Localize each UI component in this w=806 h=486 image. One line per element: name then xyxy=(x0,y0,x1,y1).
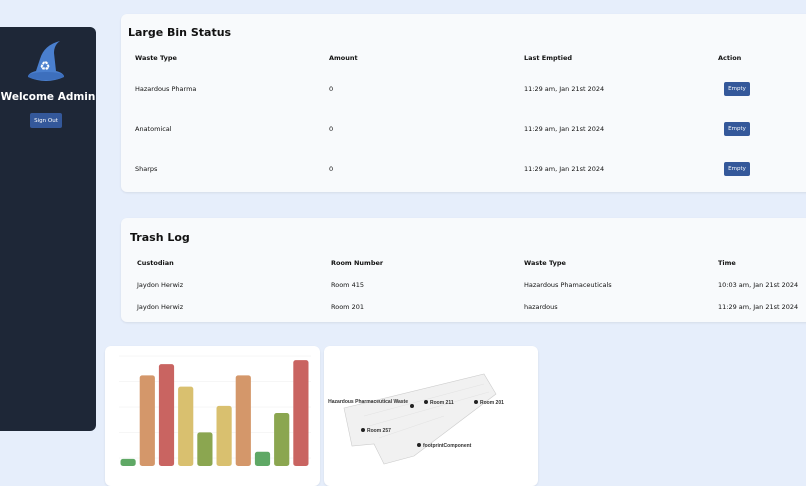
bar[interactable] xyxy=(139,375,155,466)
map-label: Room 211 xyxy=(430,400,454,406)
bar[interactable] xyxy=(178,386,194,466)
amount: 0 xyxy=(329,165,334,173)
custodian: Jaydon Herwiz xyxy=(137,303,184,311)
map-marker[interactable] xyxy=(424,400,428,404)
map-label: Hazardous Pharmaceutical Waste xyxy=(328,399,408,405)
floor-map-card: Hazardous Pharmaceutical Waste Room 211 … xyxy=(324,346,538,486)
card-title: Large Bin Status xyxy=(128,26,232,39)
bar[interactable] xyxy=(216,405,232,466)
map-label: Room 257 xyxy=(367,428,391,434)
column-header: Waste Type xyxy=(135,54,177,62)
waste-type: Hazardous Phamaceuticals xyxy=(524,281,612,289)
welcome-heading: Welcome Admin xyxy=(0,91,96,103)
waste-type: Hazardous Pharma xyxy=(135,85,197,93)
amount: 0 xyxy=(329,85,334,93)
bar[interactable] xyxy=(254,451,271,466)
column-header: Action xyxy=(718,54,742,62)
map-label: footprintComponent xyxy=(423,443,472,449)
bar[interactable] xyxy=(120,458,136,466)
empty-button[interactable]: Empty xyxy=(724,162,750,176)
last-emptied: 11:29 am, Jan 21st 2024 xyxy=(524,165,605,173)
map-label: Room 201 xyxy=(480,400,504,406)
svg-text:♻: ♻ xyxy=(40,59,51,73)
floor-map: Hazardous Pharmaceutical Waste Room 211 … xyxy=(328,373,504,465)
waste-type: hazardous xyxy=(524,303,558,311)
bar[interactable] xyxy=(197,432,213,466)
column-header: Last Emptied xyxy=(524,54,573,62)
waste-bar-chart-card xyxy=(105,346,320,486)
map-marker[interactable] xyxy=(474,400,478,404)
column-header: Room Number xyxy=(331,259,384,267)
room-number: Room 415 xyxy=(331,281,364,289)
trash-log-card: Trash Log Custodian Room Number Waste Ty… xyxy=(121,218,806,322)
column-header: Custodian xyxy=(137,259,174,267)
bar[interactable] xyxy=(235,375,251,466)
map-marker[interactable] xyxy=(417,443,421,447)
bar[interactable] xyxy=(158,364,175,466)
wizard-hat-recycle-logo: ♻ xyxy=(28,41,64,81)
waste-type: Anatomical xyxy=(135,125,172,133)
column-header: Time xyxy=(718,259,736,267)
amount: 0 xyxy=(329,125,334,133)
bar-chart xyxy=(119,355,311,466)
large-bin-status-card: Large Bin Status Waste Type Amount Last … xyxy=(121,14,806,192)
card-title: Trash Log xyxy=(130,231,190,244)
empty-button[interactable]: Empty xyxy=(724,122,750,136)
map-marker[interactable] xyxy=(361,428,365,432)
time: 10:03 am, Jan 21st 2024 xyxy=(718,281,799,289)
sign-out-button[interactable]: Sign Out xyxy=(30,113,62,128)
map-marker[interactable] xyxy=(410,404,414,408)
column-header: Amount xyxy=(329,54,358,62)
time: 11:29 am, Jan 21st 2024 xyxy=(718,303,799,311)
last-emptied: 11:29 am, Jan 21st 2024 xyxy=(524,125,605,133)
bar[interactable] xyxy=(293,360,309,466)
empty-button[interactable]: Empty xyxy=(724,82,750,96)
column-header: Waste Type xyxy=(524,259,566,267)
waste-type: Sharps xyxy=(135,165,158,173)
sidebar: ♻ Welcome Admin Sign Out xyxy=(0,27,96,431)
bar[interactable] xyxy=(274,413,290,466)
custodian: Jaydon Herwiz xyxy=(137,281,184,289)
last-emptied: 11:29 am, Jan 21st 2024 xyxy=(524,85,605,93)
room-number: Room 201 xyxy=(331,303,364,311)
